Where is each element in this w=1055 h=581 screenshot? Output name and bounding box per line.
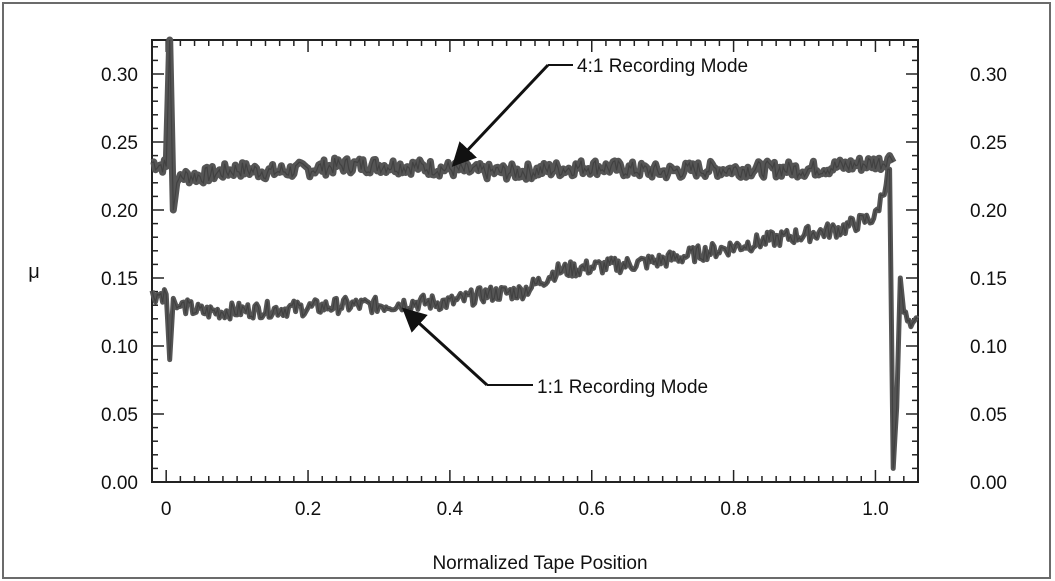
x-tick-label: 1.0 — [862, 499, 888, 520]
annotation-1-arrow — [451, 63, 550, 167]
annotation-2-arrow — [402, 307, 489, 387]
series-1-line — [150, 36, 897, 214]
series-1-line-core — [151, 39, 894, 211]
y-tick-label-right: 0.25 — [970, 133, 1007, 154]
y-axis-label: μ — [28, 261, 40, 283]
x-axis-label: Normalized Tape Position — [432, 553, 647, 574]
y-tick-label-right: 0.30 — [970, 65, 1007, 86]
y-tick-label-left: 0.15 — [101, 269, 138, 290]
y-tick-label-right: 0.15 — [970, 269, 1007, 290]
x-tick-label: 0.8 — [720, 499, 746, 520]
plot-area-border — [151, 39, 919, 483]
series-2-line-core — [151, 168, 919, 469]
y-tick-label-left: 0.30 — [101, 65, 138, 86]
y-tick-label-right: 0.20 — [970, 201, 1007, 222]
y-tick-label-left: 0.10 — [101, 337, 138, 358]
series-2-line — [149, 166, 920, 471]
x-tick-label: 0 — [161, 499, 172, 520]
annotation-1-label: 4:1 Recording Mode — [577, 56, 748, 77]
y-tick-label-right: 0.05 — [970, 405, 1007, 426]
y-tick-label-left: 0.20 — [101, 201, 138, 222]
annotation-2-label: 1:1 Recording Mode — [537, 377, 708, 398]
y-tick-label-right: 0.10 — [970, 337, 1007, 358]
x-tick-label: 0.6 — [579, 499, 605, 520]
y-tick-label-left: 0.05 — [101, 405, 138, 426]
x-tick-label: 0.2 — [295, 499, 321, 520]
y-tick-label-right: 0.00 — [970, 473, 1007, 494]
y-tick-label-left: 0.25 — [101, 133, 138, 154]
x-tick-label: 0.4 — [437, 499, 464, 520]
y-tick-label-left: 0.00 — [101, 473, 138, 494]
